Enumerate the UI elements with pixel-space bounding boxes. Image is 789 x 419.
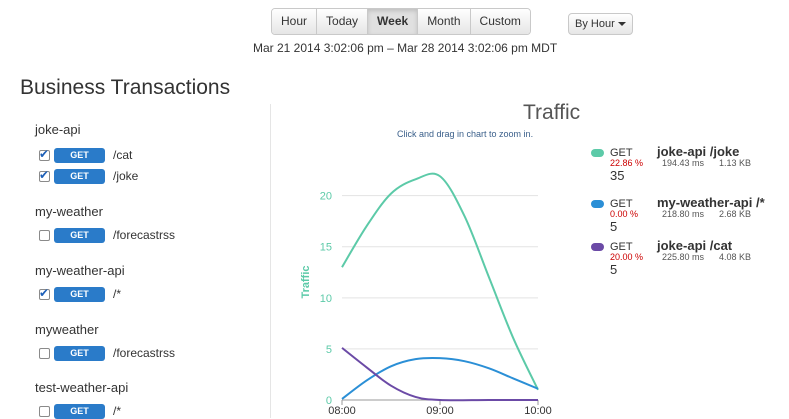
transaction-path: /* bbox=[113, 404, 122, 418]
traffic-chart[interactable]: Traffic 0 5 10 15 20 08:00 09:00 10:00 bbox=[290, 150, 560, 418]
chart-grid bbox=[342, 195, 538, 401]
legend-error-percent: 0.00 % bbox=[610, 209, 639, 219]
custom-button[interactable]: Custom bbox=[470, 9, 530, 34]
series-color-swatch bbox=[591, 200, 604, 208]
method-badge: GET bbox=[54, 403, 105, 419]
month-button[interactable]: Month bbox=[418, 9, 471, 34]
method-badge: GET bbox=[54, 286, 105, 302]
x-tick-label: 10:00 bbox=[524, 405, 552, 417]
transaction-row: GET /* bbox=[39, 403, 121, 419]
transaction-row: GET /forecastrss bbox=[39, 345, 175, 361]
legend-size: 2.68 KB bbox=[719, 209, 752, 219]
y-tick-label: 5 bbox=[326, 344, 332, 356]
method-badge: GET bbox=[54, 168, 105, 184]
caret-down-icon bbox=[617, 22, 626, 27]
transaction-path: /joke bbox=[113, 169, 139, 183]
legend-size: 1.13 KB bbox=[719, 158, 752, 168]
transaction-path: /forecastrss bbox=[113, 346, 176, 360]
legend-count: 5 bbox=[610, 262, 618, 277]
series-color-swatch bbox=[591, 149, 604, 157]
transaction-row: GET /joke bbox=[39, 168, 138, 184]
transaction-path: /forecastrss bbox=[113, 228, 176, 242]
x-tick-label: 08:00 bbox=[328, 405, 356, 417]
legend-name: joke-api /cat bbox=[657, 238, 733, 253]
transaction-checkbox[interactable] bbox=[39, 168, 50, 182]
legend-latency: 218.80 ms bbox=[662, 209, 705, 219]
method-badge: GET bbox=[54, 147, 105, 163]
legend-error-percent: 22.86 % bbox=[610, 158, 644, 168]
transaction-checkbox[interactable] bbox=[39, 347, 50, 359]
column-divider bbox=[270, 104, 271, 418]
page-title: Business Transactions bbox=[20, 76, 231, 99]
transaction-row: GET /forecastrss bbox=[39, 227, 175, 243]
y-tick-label: 10 bbox=[320, 293, 332, 305]
chart-title: Traffic bbox=[523, 101, 581, 124]
legend-count: 35 bbox=[610, 168, 625, 183]
group-title-my-weather: my-weather bbox=[35, 204, 103, 219]
legend-size: 4.08 KB bbox=[719, 252, 752, 262]
series-line-0[interactable] bbox=[341, 172, 539, 391]
chart-series bbox=[341, 172, 539, 402]
group-title-my-weather-api: my-weather-api bbox=[35, 263, 125, 278]
legend-count: 5 bbox=[610, 219, 618, 234]
y-axis-ticks: 0 5 10 15 20 bbox=[320, 191, 332, 407]
granularity-label: By Hour bbox=[575, 18, 615, 30]
group-title-myweather: myweather bbox=[35, 322, 99, 337]
y-axis-label: Traffic bbox=[300, 265, 312, 298]
legend-name: joke-api /joke bbox=[657, 144, 740, 159]
chart-zoom-hint: Click and drag in chart to zoom in. bbox=[397, 129, 534, 139]
legend-latency: 194.43 ms bbox=[662, 158, 705, 168]
x-tick-label: 09:00 bbox=[426, 405, 454, 417]
transaction-path: /* bbox=[113, 287, 122, 301]
legend-method: GET bbox=[610, 241, 633, 253]
transaction-row: GET /cat bbox=[39, 147, 132, 163]
method-badge: GET bbox=[54, 227, 105, 243]
series-line-2[interactable] bbox=[341, 347, 538, 402]
transaction-checkbox[interactable] bbox=[39, 286, 50, 300]
transaction-checkbox[interactable] bbox=[39, 229, 50, 241]
series-color-swatch bbox=[591, 243, 604, 251]
today-button[interactable]: Today bbox=[317, 9, 369, 34]
legend-name: my-weather-api /* bbox=[657, 195, 765, 210]
series-line-1[interactable] bbox=[341, 356, 539, 400]
hour-button[interactable]: Hour bbox=[272, 9, 318, 34]
legend-latency: 225.80 ms bbox=[662, 252, 705, 262]
y-tick-label: 15 bbox=[320, 242, 332, 254]
y-tick-label: 0 bbox=[326, 395, 332, 407]
week-button[interactable]: Week bbox=[368, 9, 419, 34]
transaction-row: GET /* bbox=[39, 286, 121, 302]
transaction-checkbox[interactable] bbox=[39, 405, 50, 417]
legend-method: GET bbox=[610, 198, 633, 210]
group-title-test-weather-api: test-weather-api bbox=[35, 380, 129, 395]
y-tick-label: 20 bbox=[320, 191, 332, 203]
method-badge: GET bbox=[54, 345, 105, 361]
x-axis-ticks: 08:00 09:00 10:00 bbox=[328, 399, 552, 417]
legend-error-percent: 20.00 % bbox=[610, 252, 644, 262]
date-range-label: Mar 21 2014 3:02:06 pm – Mar 28 2014 3:0… bbox=[253, 41, 558, 55]
transaction-checkbox[interactable] bbox=[39, 147, 50, 161]
transaction-path: /cat bbox=[113, 148, 133, 162]
granularity-dropdown[interactable]: By Hour bbox=[568, 13, 633, 35]
legend-method: GET bbox=[610, 147, 633, 159]
time-range-button-group: Hour Today Week Month Custom bbox=[271, 8, 531, 35]
group-title-joke-api: joke-api bbox=[35, 122, 81, 137]
